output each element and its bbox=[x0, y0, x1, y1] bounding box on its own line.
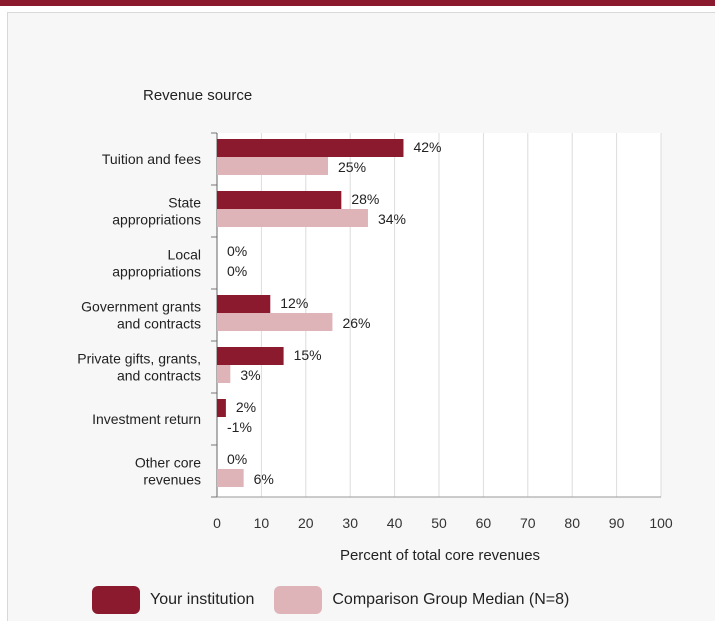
x-axis-title: Percent of total core revenues bbox=[340, 547, 540, 564]
data-label-comparison: 26% bbox=[342, 315, 370, 331]
legend-item-your-institution: Your institution bbox=[92, 586, 254, 614]
x-tick-label: 40 bbox=[387, 515, 403, 531]
data-label-your-institution: 2% bbox=[236, 399, 256, 415]
category-label: Tuition and fees bbox=[102, 151, 201, 167]
legend-label-your-institution: Your institution bbox=[150, 591, 255, 608]
data-label-your-institution: 42% bbox=[413, 139, 441, 155]
data-label-your-institution: 12% bbox=[280, 295, 308, 311]
category-label: Local bbox=[168, 247, 201, 263]
category-label: Government grants bbox=[81, 299, 201, 315]
chart-title: Revenue source bbox=[143, 87, 252, 104]
x-tick-label: 70 bbox=[520, 515, 536, 531]
bar-comparison bbox=[217, 365, 231, 383]
data-label-comparison: 25% bbox=[338, 159, 366, 175]
category-label: Private gifts, grants, bbox=[77, 351, 201, 367]
bar-comparison bbox=[217, 469, 244, 487]
x-tick-label: 50 bbox=[431, 515, 447, 531]
data-label-your-institution: 0% bbox=[227, 243, 247, 259]
category-label: Investment return bbox=[92, 411, 201, 427]
legend-item-comparison: Comparison Group Median (N=8) bbox=[274, 586, 569, 614]
bar-your-institution bbox=[217, 139, 404, 157]
bar-your-institution bbox=[217, 399, 226, 417]
category-label: and contracts bbox=[117, 316, 201, 332]
x-tick-label: 20 bbox=[298, 515, 314, 531]
top-accent-bar bbox=[0, 0, 715, 6]
bar-your-institution bbox=[217, 191, 342, 209]
x-tick-label: 80 bbox=[564, 515, 580, 531]
data-label-comparison: 0% bbox=[227, 263, 247, 279]
data-label-your-institution: 15% bbox=[294, 347, 322, 363]
data-label-comparison: 34% bbox=[378, 211, 406, 227]
x-tick-label: 0 bbox=[213, 515, 221, 531]
category-label: State bbox=[168, 195, 201, 211]
data-label-your-institution: 0% bbox=[227, 451, 247, 467]
data-label-comparison: 6% bbox=[254, 471, 274, 487]
bar-your-institution bbox=[217, 347, 284, 365]
x-tick-label: 90 bbox=[609, 515, 625, 531]
chart-legend: Your institution Comparison Group Median… bbox=[92, 585, 589, 615]
bar-comparison bbox=[217, 313, 333, 331]
category-label: appropriations bbox=[112, 264, 201, 280]
bar-comparison bbox=[217, 209, 368, 227]
legend-swatch-comparison bbox=[274, 586, 323, 614]
x-tick-label: 100 bbox=[649, 515, 673, 531]
x-tick-label: 10 bbox=[254, 515, 270, 531]
legend-swatch-your-institution bbox=[92, 586, 140, 614]
x-tick-label: 30 bbox=[342, 515, 358, 531]
category-label: Other core bbox=[135, 455, 201, 471]
category-label: and contracts bbox=[117, 368, 201, 384]
data-label-comparison: -1% bbox=[227, 419, 252, 435]
x-tick-label: 60 bbox=[476, 515, 492, 531]
bar-comparison bbox=[217, 157, 328, 175]
bar-your-institution bbox=[217, 295, 271, 313]
category-label: appropriations bbox=[112, 212, 201, 228]
legend-label-comparison: Comparison Group Median (N=8) bbox=[332, 591, 570, 608]
data-label-your-institution: 28% bbox=[351, 191, 379, 207]
data-label-comparison: 3% bbox=[240, 367, 260, 383]
category-label: revenues bbox=[143, 472, 201, 488]
